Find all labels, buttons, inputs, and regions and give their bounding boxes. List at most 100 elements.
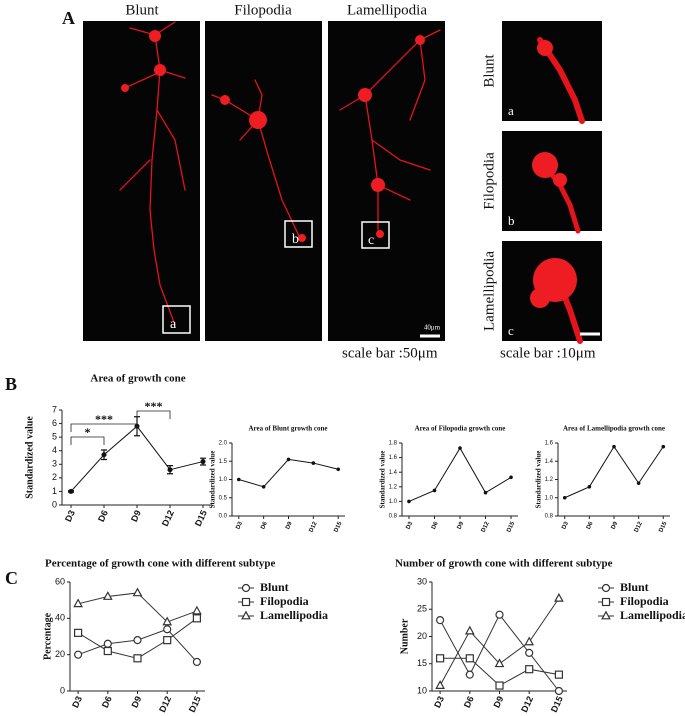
marker <box>73 628 83 637</box>
x-tick-label: D3 <box>63 509 77 524</box>
y-tick-label: 1.6 <box>389 455 398 461</box>
x-tick-label: D12 <box>157 695 173 714</box>
marker <box>192 605 202 615</box>
marker <box>236 477 241 482</box>
y-axis-label: Standardized value <box>379 451 387 509</box>
marker <box>261 485 266 489</box>
legend-label: Blunt <box>620 580 649 594</box>
panel-label: B <box>5 374 17 394</box>
x-tick-label: D3 <box>561 520 570 530</box>
y-tick-label: 2 <box>52 472 57 482</box>
legend-label: Lamellipodia <box>260 608 328 622</box>
y-axis-label: Number <box>399 618 410 654</box>
marker <box>286 457 291 462</box>
marker <box>336 467 341 472</box>
y-tick-label: 60 <box>55 576 65 586</box>
y-tick-label: 0 <box>52 499 57 509</box>
x-tick-label: D12 <box>309 520 319 533</box>
marker <box>436 616 445 625</box>
y-tick-label: 1.0 <box>389 499 398 505</box>
marker <box>103 639 112 648</box>
x-tick-label: D9 <box>285 520 294 530</box>
x-tick-label: D6 <box>260 520 269 530</box>
x-tick-label: D3 <box>432 695 446 710</box>
legend-marker <box>241 583 251 593</box>
marker <box>458 446 462 450</box>
significance-label: *** <box>145 399 163 413</box>
chart-title: Area of Filopodia growth cone <box>415 425 506 433</box>
y-tick-label: 30 <box>417 576 427 586</box>
y-axis-label: Standardized value <box>209 451 217 509</box>
marker <box>464 625 475 635</box>
x-tick-label: D9 <box>129 509 143 524</box>
micrograph: c 40μm <box>328 21 445 341</box>
marker <box>525 648 534 657</box>
y-tick-label: 0.0 <box>219 514 228 520</box>
marker <box>73 598 83 608</box>
x-tick-label: D6 <box>96 509 110 524</box>
y-tick-label: 1.4 <box>389 470 398 476</box>
x-tick-label: D12 <box>519 695 535 714</box>
x-tick-label: D6 <box>431 520 440 530</box>
marker <box>133 654 142 663</box>
marker <box>432 488 437 493</box>
zoom-title: Blunt <box>481 53 497 87</box>
x-tick-label: D15 <box>187 695 203 714</box>
marker <box>101 452 107 458</box>
x-tick-label: D9 <box>457 520 466 530</box>
y-tick-label: 1.6 <box>545 441 554 447</box>
x-tick-label: D6 <box>100 695 114 710</box>
marker <box>483 490 488 495</box>
y-tick-label: 1 <box>52 486 57 496</box>
marker <box>132 587 143 597</box>
marker <box>103 646 112 656</box>
marker <box>465 654 474 663</box>
y-tick-label: 2.0 <box>219 441 228 447</box>
scale-label: 40μm <box>424 324 441 332</box>
legend-marker <box>601 610 611 620</box>
significance-bracket <box>70 436 105 445</box>
y-tick-label: 4 <box>52 445 57 455</box>
y-axis-label: Standardized value <box>535 451 543 509</box>
legend-marker <box>241 597 251 607</box>
marker <box>509 475 513 480</box>
marker <box>436 654 445 663</box>
x-tick-label: D12 <box>634 520 644 533</box>
marker <box>435 680 445 689</box>
roi-label: b <box>292 232 299 247</box>
x-tick-label: D9 <box>492 695 506 710</box>
legend-marker <box>601 583 611 593</box>
x-tick-label: D6 <box>462 695 476 710</box>
x-tick-label: D3 <box>406 520 415 530</box>
marker <box>661 444 666 449</box>
significance-label: *** <box>95 412 113 426</box>
marker <box>192 614 201 623</box>
chart-title: Area of Lamellipodia growth cone <box>563 425 665 433</box>
significance-bracket <box>70 423 138 432</box>
y-axis-label: Standardized value <box>24 416 35 499</box>
y-tick-label: 0 <box>60 685 65 695</box>
marker <box>587 485 592 489</box>
marker <box>407 499 411 504</box>
scale-bar-text: scale bar :50μm <box>342 345 438 361</box>
zoom-label: b <box>508 213 515 228</box>
x-tick-label: D9 <box>130 695 144 710</box>
x-tick-label: D12 <box>160 509 176 528</box>
line <box>238 458 339 488</box>
panel-label: A <box>62 8 75 28</box>
marker <box>68 488 74 494</box>
zoom-title: Filopodia <box>481 152 497 210</box>
marker <box>554 592 564 602</box>
x-tick-label: D9 <box>611 520 620 530</box>
marker <box>162 616 173 626</box>
y-tick-label: 0.8 <box>389 514 398 520</box>
panel-label: C <box>5 568 18 588</box>
marker <box>167 467 173 473</box>
chart-title: Area of Blunt growth cone <box>248 425 327 433</box>
y-tick-label: 1.4 <box>545 459 554 465</box>
marker <box>554 686 564 696</box>
marker <box>102 591 113 600</box>
zoom-image: a <box>502 21 602 124</box>
scale-bar-text: scale bar :10μm <box>500 345 596 361</box>
legend-label: Blunt <box>260 580 289 594</box>
